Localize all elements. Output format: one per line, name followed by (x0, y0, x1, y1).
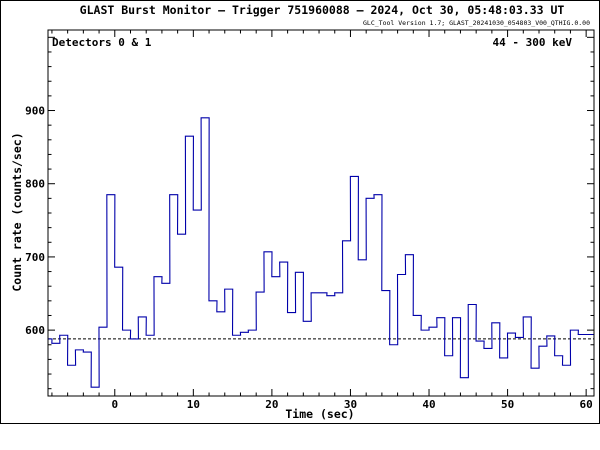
y-tick-label: 700 (25, 251, 45, 264)
tick-marks (48, 30, 594, 396)
x-tick-label: 10 (187, 398, 200, 411)
x-axis-label: Time (sec) (285, 407, 354, 421)
y-axis-label: Count rate (counts/sec) (10, 132, 24, 291)
light-curve-series (48, 117, 594, 388)
detector-label: Detectors 0 & 1 (52, 36, 152, 49)
x-tick-label: 30 (344, 398, 357, 411)
x-tick-label: 40 (422, 398, 435, 411)
y-tick-label: 800 (25, 178, 45, 191)
y-tick-labels: 600 700 800 900 (25, 105, 45, 338)
x-tick-labels: 0 10 20 30 40 50 60 (111, 398, 592, 411)
y-tick-label: 900 (25, 105, 45, 118)
x-tick-label: 20 (265, 398, 278, 411)
x-tick-label: 50 (501, 398, 514, 411)
plot-frame (47, 29, 595, 397)
chart-title: GLAST Burst Monitor – Trigger 751960088 … (80, 3, 565, 17)
y-tick-label: 600 (25, 324, 45, 337)
x-tick-label: 0 (111, 398, 118, 411)
x-tick-label: 60 (580, 398, 593, 411)
version-note: GLC_Tool Version 1.7; GLAST_20241030_054… (363, 19, 590, 27)
energy-band-label: 44 - 300 keV (493, 36, 573, 49)
